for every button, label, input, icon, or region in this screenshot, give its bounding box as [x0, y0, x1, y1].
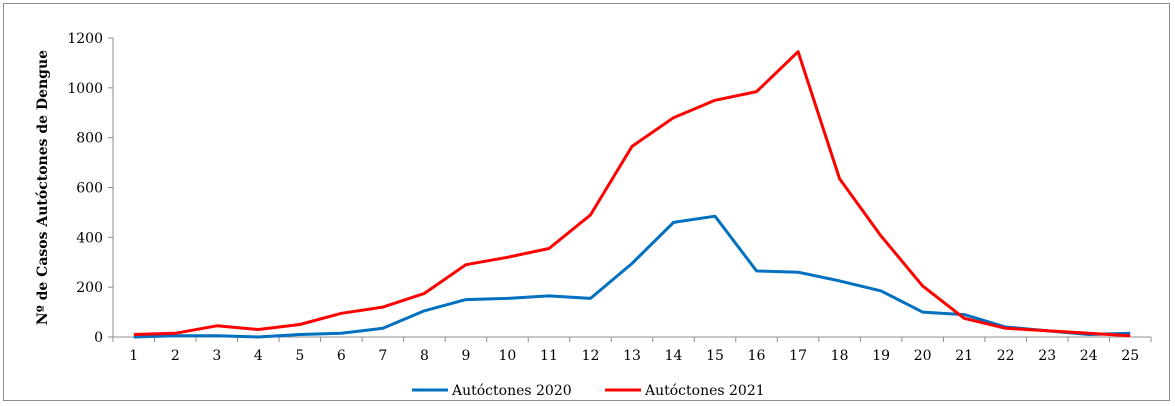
- x-tick-label: 24: [1080, 348, 1098, 364]
- series-line-1: [133, 214, 1131, 339]
- x-tick-label: 14: [665, 348, 683, 364]
- y-axis-ticks: 0 200 400 600 800 1000 1200: [67, 31, 113, 346]
- series-line-2: [133, 50, 1131, 338]
- x-tick-label: 21: [955, 348, 973, 364]
- y-tick-label: 600: [76, 181, 103, 197]
- x-tick-label: 19: [872, 348, 890, 364]
- x-tick-label: 1: [129, 348, 138, 364]
- x-tick-label: 6: [337, 348, 346, 364]
- x-tick-label: 16: [748, 348, 766, 364]
- x-tick-label: 15: [706, 348, 724, 364]
- x-tick-label: 18: [831, 348, 849, 364]
- legend-label-1: Autóctones 2020: [451, 383, 572, 399]
- legend-label-2: Autóctones 2021: [644, 383, 765, 399]
- y-tick-label: 800: [76, 131, 103, 147]
- y-tick-label: 200: [76, 280, 103, 296]
- x-tick-label: 4: [254, 348, 263, 364]
- x-tick-label: 9: [461, 348, 470, 364]
- legend: Autóctones 2020 Autóctones 2021: [412, 383, 765, 399]
- y-tick-label: 1200: [67, 31, 103, 47]
- x-tick-label: 3: [212, 348, 221, 364]
- x-tick-label: 11: [540, 348, 558, 364]
- x-tick-label: 17: [789, 348, 807, 364]
- x-tick-label: 20: [914, 348, 932, 364]
- x-tick-label: 13: [623, 348, 641, 364]
- x-tick-label: 8: [420, 348, 429, 364]
- x-axis-ticks: 1 2 3 4 5 6 7 8 9 10 11 12 13 14 15 16 17 18 19 20 21 22 23 24 2…: [112, 337, 1152, 364]
- x-tick-label: 7: [378, 348, 387, 364]
- x-tick-label: 10: [499, 348, 517, 364]
- y-tick-label: 400: [76, 230, 103, 246]
- y-tick-label: 0: [94, 330, 103, 346]
- series-lines: [133, 50, 1131, 339]
- x-tick-label: 23: [1038, 348, 1056, 364]
- x-tick-label: 25: [1121, 348, 1139, 364]
- x-tick-label: 5: [295, 348, 304, 364]
- y-axis-label: Nº de Casos Autóctones de Dengue: [35, 50, 51, 325]
- y-tick-label: 1000: [67, 81, 103, 97]
- x-tick-label: 12: [582, 348, 600, 364]
- x-tick-label: 2: [171, 348, 180, 364]
- x-tick-label: 22: [997, 348, 1015, 364]
